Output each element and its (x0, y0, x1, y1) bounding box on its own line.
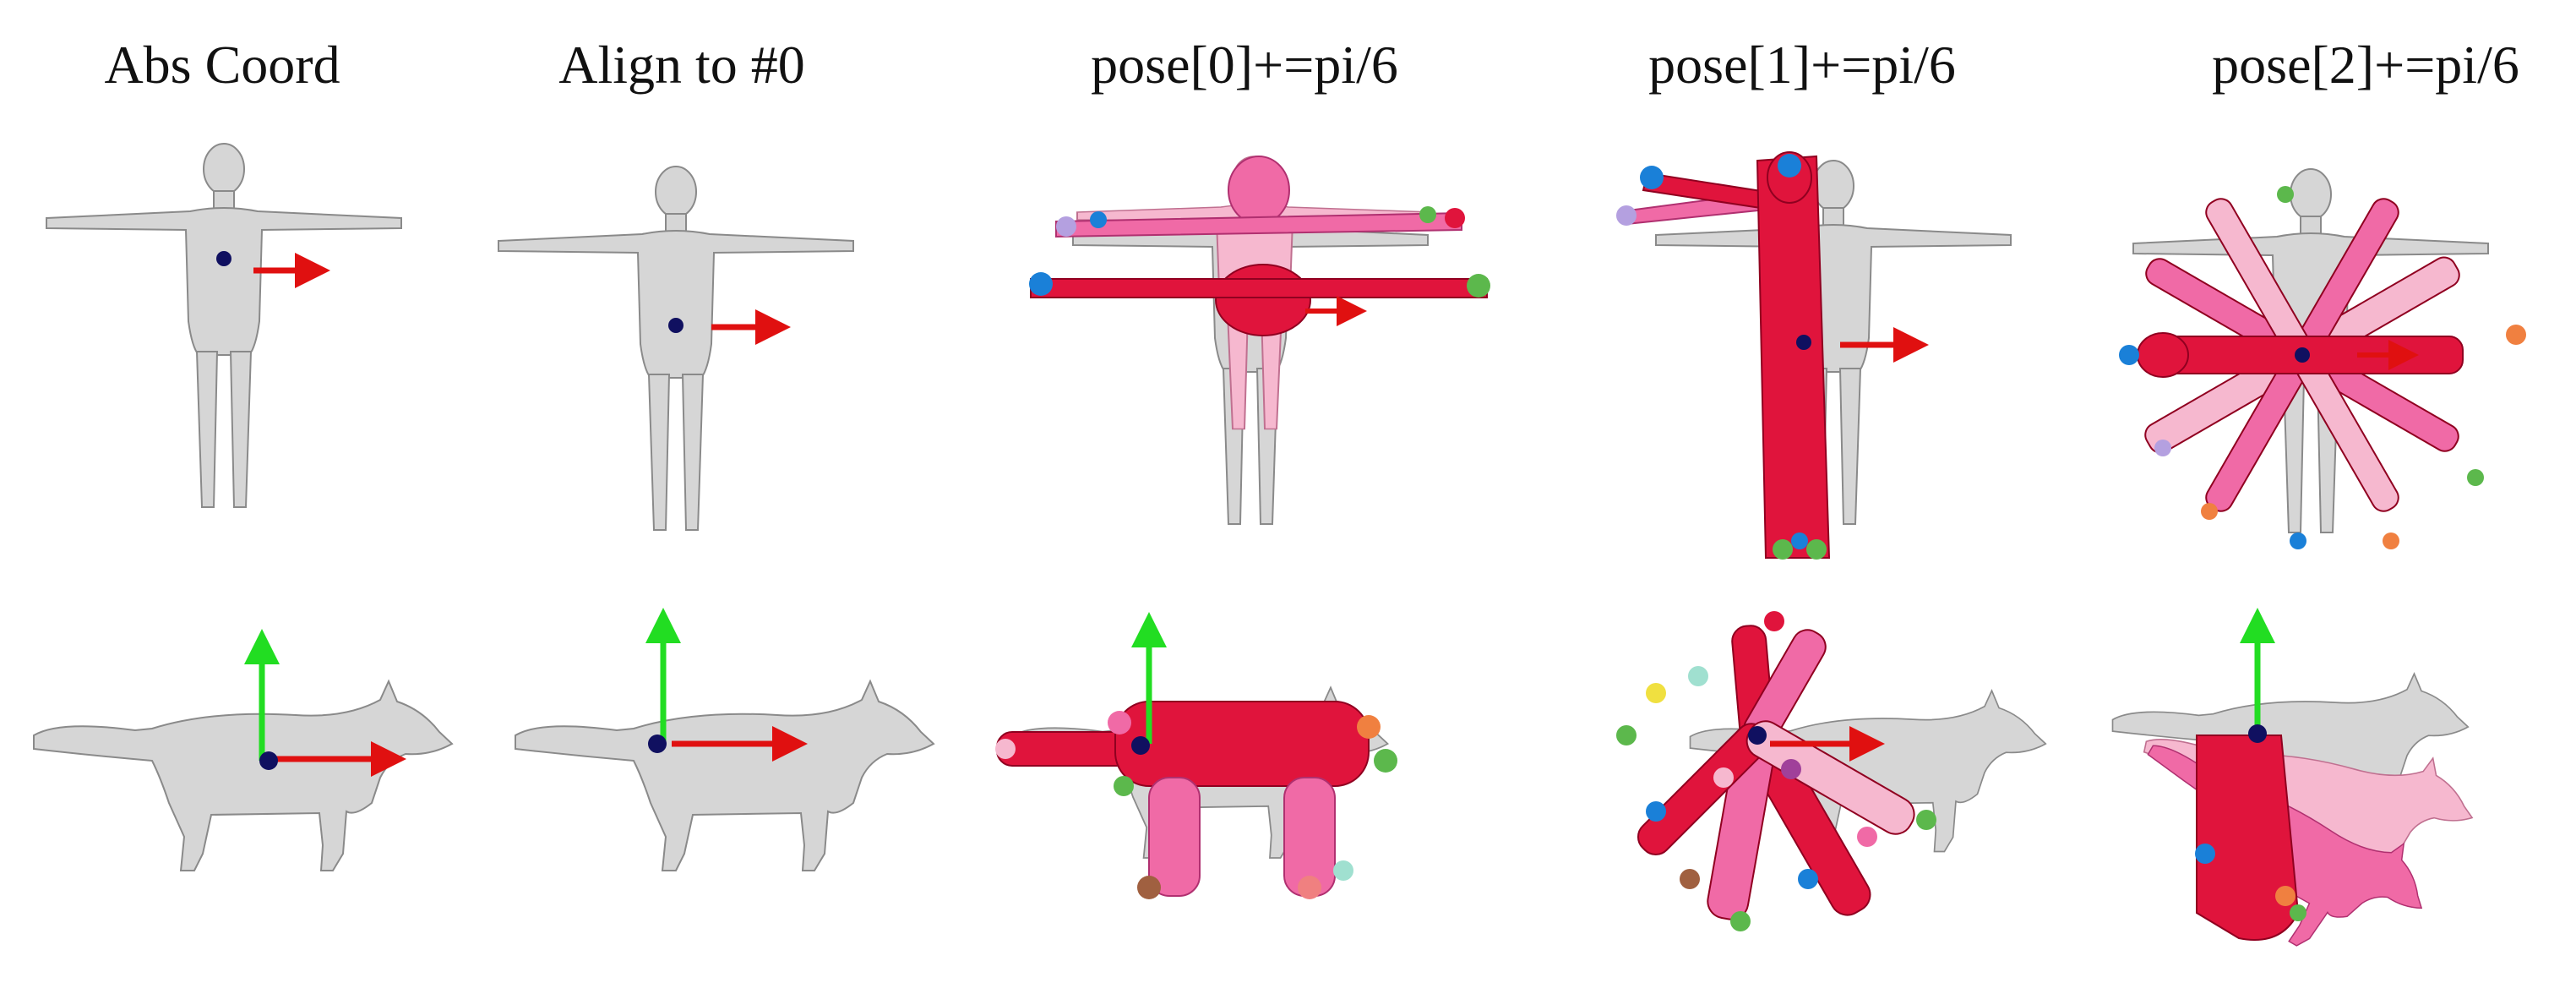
wolf-mesh-abs-coord (34, 681, 452, 871)
human-mesh-abs-coord (46, 144, 401, 507)
human-mesh-aligned (498, 167, 853, 530)
root-joint-marker (1131, 736, 1150, 755)
human-mesh-pose0-pink (1056, 156, 1462, 237)
wolf-mesh-pose0-red (997, 702, 1369, 786)
root-joint-marker (259, 751, 278, 770)
wolf-mesh-pose2-red (2197, 735, 2298, 940)
root-joint-marker (2295, 347, 2310, 363)
root-joint-marker (648, 735, 667, 753)
root-joint-marker (1796, 335, 1811, 350)
root-joint-marker (668, 318, 683, 333)
wolf-mesh-aligned (515, 681, 934, 871)
human-mesh-pose0-red (1031, 265, 1487, 336)
root-joint-marker (2248, 724, 2267, 743)
root-joint-marker (1748, 726, 1767, 745)
root-joint-marker (216, 251, 231, 266)
